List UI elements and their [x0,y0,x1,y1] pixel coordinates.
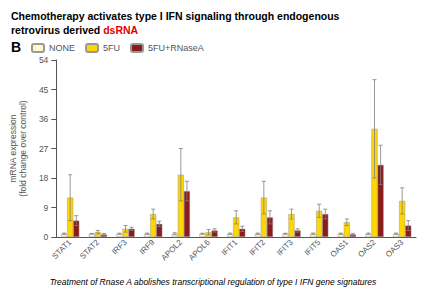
svg-text:18: 18 [39,173,49,183]
svg-text:45: 45 [39,85,49,95]
svg-text:5FU: 5FU [103,43,120,53]
svg-text:IFIT3: IFIT3 [275,237,295,257]
svg-text:STAT1: STAT1 [50,237,73,260]
svg-text:APOL6: APOL6 [187,237,212,262]
svg-text:9: 9 [44,203,49,213]
svg-text:OAS1: OAS1 [329,237,351,259]
svg-text:B: B [11,39,21,55]
svg-text:STAT2: STAT2 [78,237,101,260]
svg-text:0: 0 [44,232,49,242]
svg-text:OAS3: OAS3 [384,237,406,259]
svg-text:IRF3: IRF3 [110,237,129,256]
svg-text:retrovirus derived: retrovirus derived [11,24,103,36]
svg-text:(fold change over control): (fold change over control) [18,100,28,197]
svg-text:IFIT1: IFIT1 [220,237,240,257]
svg-text:5FU+RNaseA: 5FU+RNaseA [148,43,204,53]
svg-text:APOL2: APOL2 [159,237,184,262]
svg-text:NONE: NONE [49,43,75,53]
svg-text:Chemotherapy activates type I: Chemotherapy activates type I IFN signal… [11,10,340,22]
svg-text:Treatment of Rnase A abolishes: Treatment of Rnase A abolishes transcrip… [50,277,377,287]
svg-text:27: 27 [39,144,49,154]
svg-text:IFIT2: IFIT2 [247,237,267,257]
svg-text:IFIT5: IFIT5 [303,237,323,257]
svg-text:mRNA expression: mRNA expression [8,114,18,182]
svg-text:36: 36 [39,114,49,124]
svg-text:54: 54 [39,55,49,65]
svg-text:IRF9: IRF9 [138,237,157,256]
svg-text:dsRNA: dsRNA [103,24,138,36]
svg-text:OAS2: OAS2 [356,237,378,259]
